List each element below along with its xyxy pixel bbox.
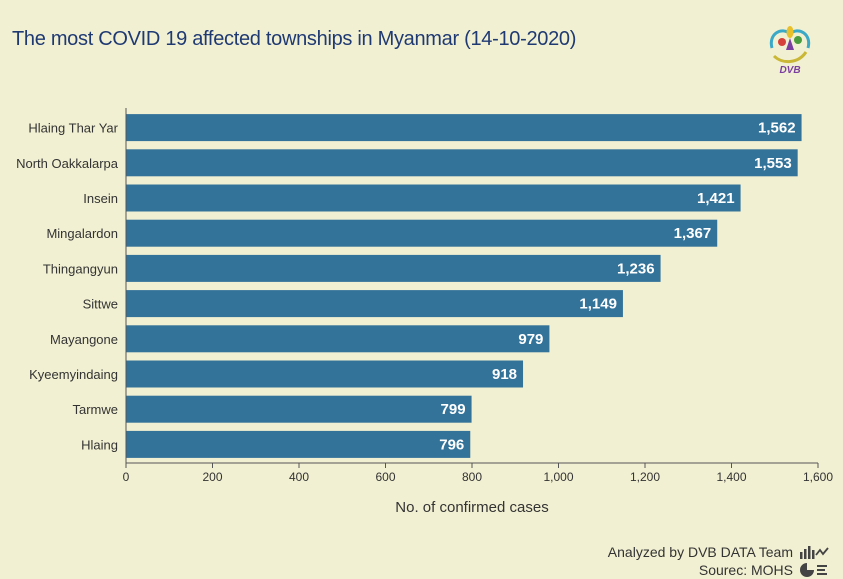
- category-label: Sittwe: [83, 297, 118, 312]
- category-label: North Oakkalarpa: [16, 156, 119, 171]
- x-tick-label: 1,000: [543, 470, 573, 484]
- bar-value-label: 918: [492, 366, 517, 383]
- bar-value-label: 1,553: [754, 155, 792, 172]
- x-axis-label: No. of confirmed cases: [395, 499, 549, 516]
- bar: [126, 290, 623, 318]
- logo-text: DVB: [779, 65, 800, 76]
- category-label: Hlaing: [81, 437, 118, 452]
- x-tick-label: 200: [202, 470, 222, 484]
- bar-value-label: 1,367: [674, 225, 712, 242]
- category-label: Kyeemyindaing: [29, 367, 118, 382]
- x-tick-label: 1,400: [716, 470, 746, 484]
- bar-value-label: 796: [439, 436, 464, 453]
- bar-value-label: 1,421: [697, 190, 735, 207]
- analytics-icon: [799, 545, 829, 559]
- category-label: Thingangyun: [43, 261, 118, 276]
- bar: [126, 184, 741, 212]
- bar: [126, 430, 471, 458]
- bar: [126, 360, 524, 388]
- bar: [126, 325, 550, 353]
- x-tick-label: 600: [375, 470, 395, 484]
- x-tick-label: 1,200: [630, 470, 660, 484]
- bar-value-label: 1,236: [617, 260, 655, 277]
- source-text: Sourec: MOHS: [698, 562, 793, 578]
- x-tick-label: 400: [289, 470, 309, 484]
- bar: [126, 254, 661, 282]
- dvb-logo: DVB: [764, 22, 816, 81]
- category-label: Tarmwe: [72, 402, 118, 417]
- bar: [126, 395, 472, 423]
- bar-value-label: 979: [518, 331, 543, 348]
- category-label: Mingalardon: [46, 226, 118, 241]
- category-label: Mayangone: [50, 332, 118, 347]
- category-label: Hlaing Thar Yar: [28, 121, 118, 136]
- bar: [126, 149, 798, 177]
- pie-chart-icon: [799, 563, 829, 577]
- x-tick-label: 0: [123, 470, 130, 484]
- analyzed-by-text: Analyzed by DVB DATA Team: [607, 544, 793, 560]
- bar-value-label: 799: [441, 401, 466, 418]
- category-label: Insein: [83, 191, 118, 206]
- bar-value-label: 1,149: [579, 296, 617, 313]
- bar: [126, 219, 718, 247]
- bar-value-label: 1,562: [758, 120, 796, 137]
- x-tick-label: 800: [462, 470, 482, 484]
- chart-title: The most COVID 19 affected townships in …: [12, 28, 577, 50]
- bar: [126, 114, 802, 142]
- x-tick-label: 1,600: [803, 470, 833, 484]
